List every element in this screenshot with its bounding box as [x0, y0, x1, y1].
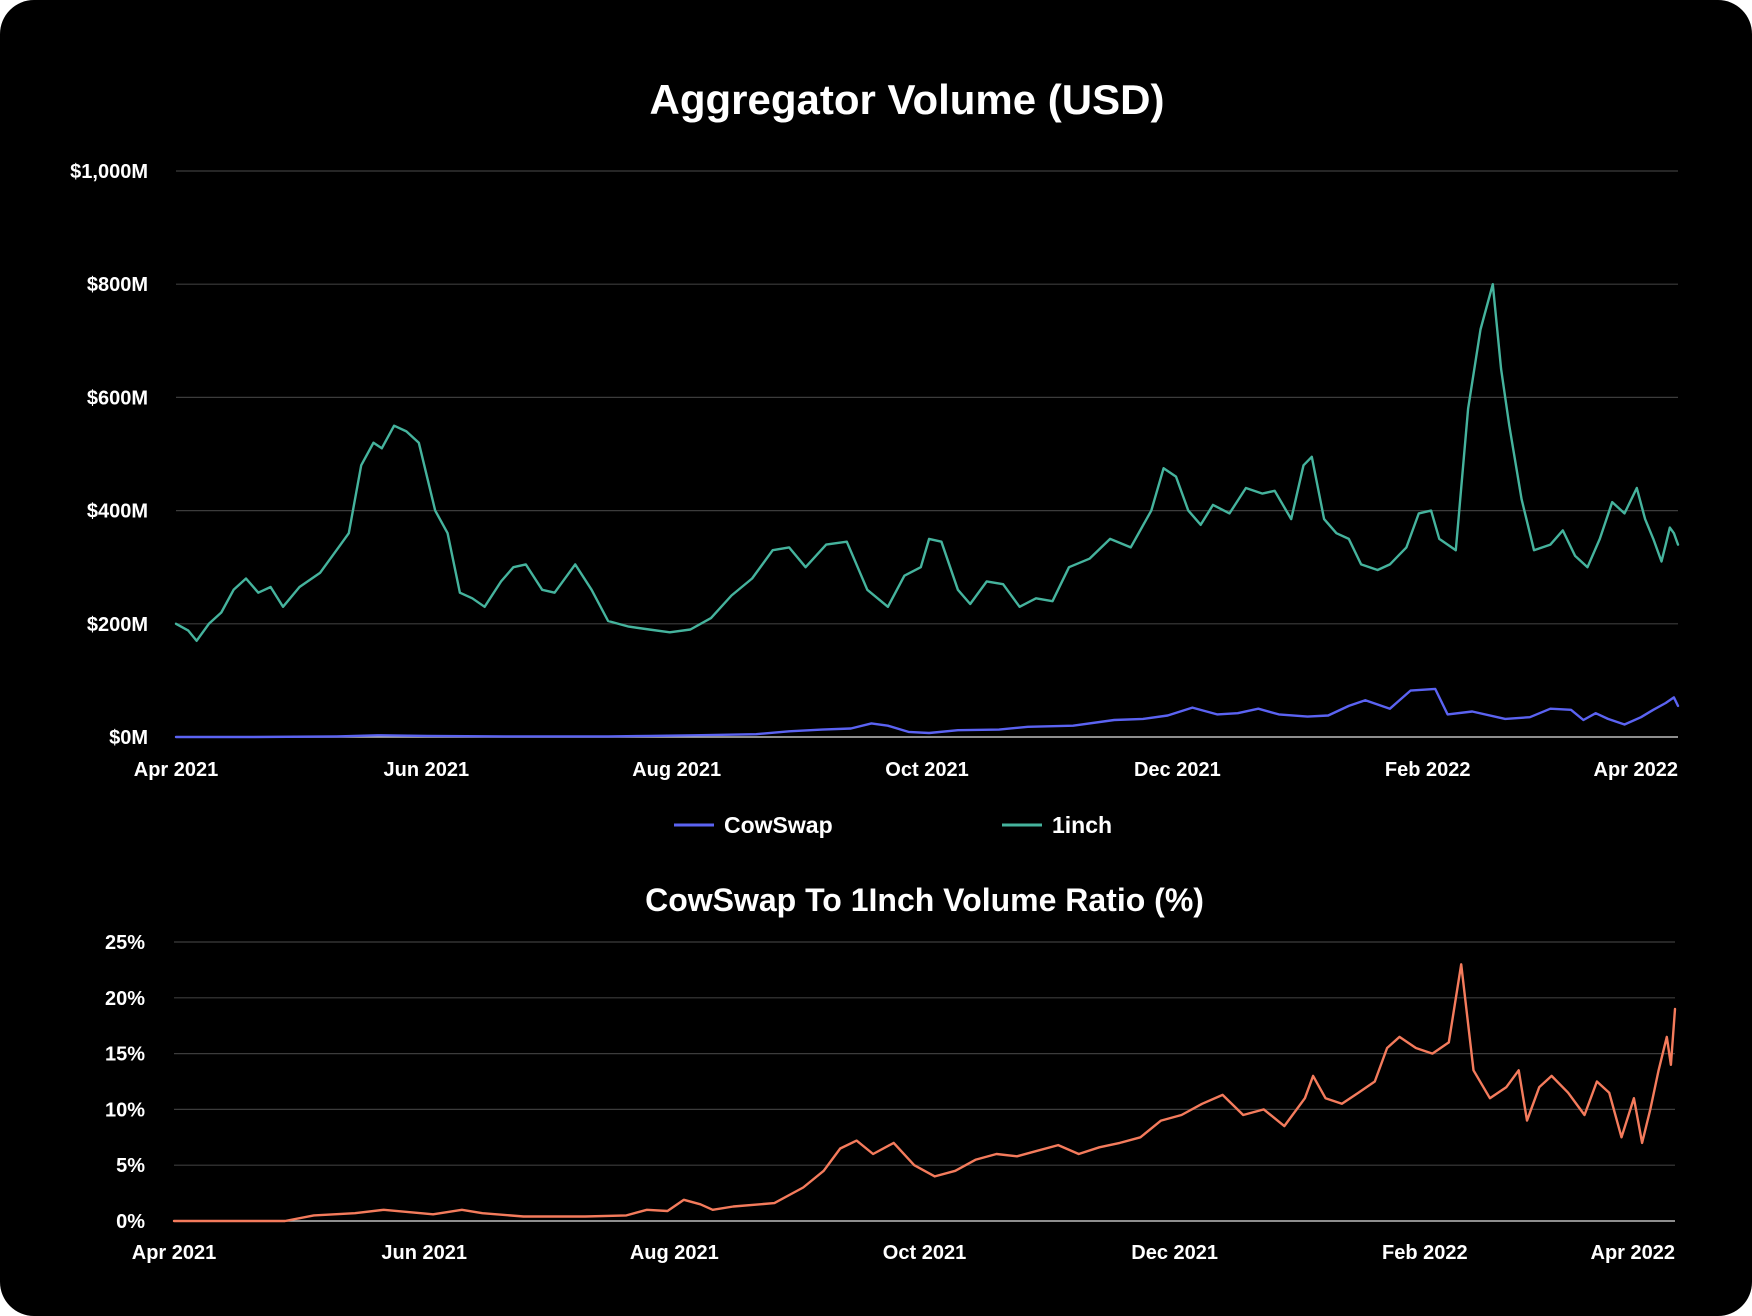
x-tick-label: Oct 2021 — [885, 759, 968, 781]
y-tick-label: 15% — [105, 1044, 145, 1066]
y-tick-label: 20% — [105, 988, 145, 1010]
x-tick-label: Jun 2021 — [381, 1242, 467, 1264]
series-line-1inch — [174, 283, 1680, 642]
legend-label-cowswap: CowSwap — [724, 812, 833, 838]
series-line-cowswap — [174, 687, 1680, 739]
x-tick-label: Aug 2021 — [630, 1242, 719, 1264]
y-tick-label: $200M — [87, 614, 148, 636]
chart-title: Aggregator Volume (USD) — [650, 76, 1165, 123]
x-tick-label: Apr 2022 — [1594, 759, 1679, 781]
x-tick-label: Apr 2022 — [1591, 1242, 1676, 1264]
y-tick-label: $1,000M — [70, 161, 148, 183]
x-tick-label: Apr 2021 — [132, 1242, 217, 1264]
x-tick-label: Oct 2021 — [883, 1242, 966, 1264]
y-tick-label: $600M — [87, 387, 148, 409]
y-tick-label: $800M — [87, 274, 148, 296]
y-tick-label: 10% — [105, 1099, 145, 1121]
y-tick-label: $400M — [87, 501, 148, 523]
y-tick-label: $0M — [109, 727, 148, 749]
x-tick-label: Feb 2022 — [1385, 759, 1471, 781]
chart-title: CowSwap To 1Inch Volume Ratio (%) — [645, 882, 1204, 918]
series-line-ratio — [172, 963, 1677, 1223]
x-tick-label: Jun 2021 — [384, 759, 470, 781]
x-tick-label: Dec 2021 — [1131, 1242, 1218, 1264]
legend-label-1inch: 1inch — [1052, 812, 1112, 838]
y-tick-label: 5% — [116, 1155, 145, 1177]
y-tick-label: 0% — [116, 1211, 145, 1233]
x-tick-label: Apr 2021 — [134, 759, 219, 781]
x-tick-label: Dec 2021 — [1134, 759, 1221, 781]
y-tick-label: 25% — [105, 932, 145, 954]
x-tick-label: Feb 2022 — [1382, 1242, 1468, 1264]
x-tick-label: Aug 2021 — [632, 759, 721, 781]
